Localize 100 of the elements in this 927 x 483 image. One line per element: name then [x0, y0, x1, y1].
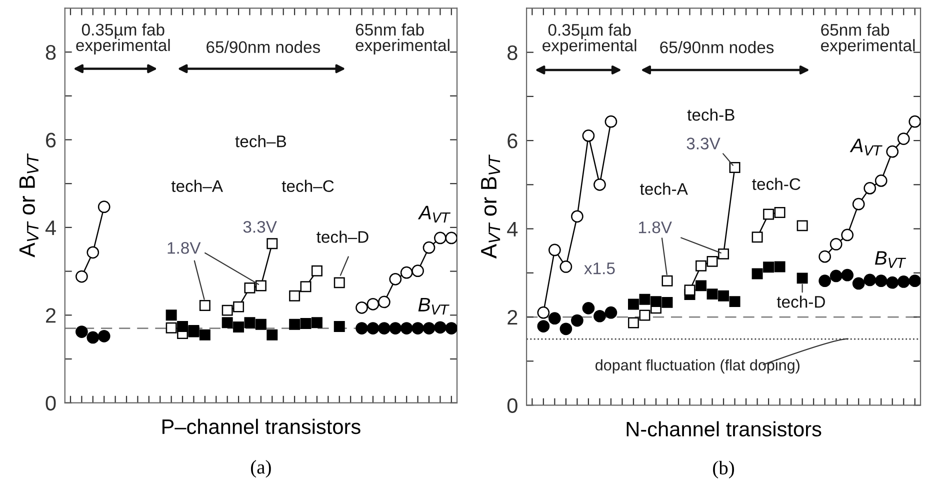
point: [199, 300, 210, 311]
y-tick-label: 2: [508, 310, 518, 325]
annotation: 1.8V: [638, 221, 672, 234]
point: [266, 329, 278, 340]
point: [774, 261, 786, 272]
annotation: 1.8V: [168, 242, 201, 254]
point: [445, 322, 458, 334]
point: [86, 246, 100, 259]
point: [334, 321, 345, 332]
point: [334, 277, 345, 288]
annotation: 65nm fab experimental: [356, 23, 450, 54]
point: [311, 265, 322, 276]
point: [366, 298, 380, 310]
point: [852, 198, 865, 210]
annotation: 3.3V: [243, 220, 277, 233]
point: [650, 296, 662, 308]
point: [729, 162, 740, 173]
point: [244, 282, 256, 294]
point: [366, 322, 380, 334]
point: [628, 298, 639, 310]
point: [422, 241, 436, 254]
point: [830, 238, 842, 250]
point: [98, 200, 110, 214]
point: [662, 275, 673, 286]
point: [818, 274, 832, 288]
annotation: 0.35µm fab experimental: [76, 23, 170, 54]
point: [818, 250, 832, 263]
annotation: 0.35µm fab experimental: [542, 24, 636, 55]
point: [594, 310, 606, 322]
annotation: B$_{VT}$: [418, 298, 450, 315]
point: [571, 210, 584, 223]
annotation: B$_{VT}$: [874, 251, 906, 268]
y-tick-label: 6: [508, 134, 518, 148]
point: [696, 280, 706, 292]
ref-line-label: dopant fluctuation (flat doping): [596, 359, 800, 374]
point: [378, 322, 390, 334]
point: [233, 301, 244, 312]
point: [255, 318, 266, 330]
point: [233, 321, 244, 332]
point: [571, 314, 584, 327]
point: [537, 306, 550, 319]
point: [434, 321, 446, 334]
point: [639, 310, 650, 321]
point: [841, 228, 854, 242]
annotation: A$_{VT}$: [850, 138, 882, 156]
point: [311, 317, 322, 328]
point: [389, 322, 402, 334]
point: [684, 284, 696, 296]
point: [166, 322, 177, 334]
annotation: tech-A: [640, 182, 688, 195]
point: [289, 290, 300, 302]
point: [706, 288, 718, 300]
point: [852, 277, 865, 290]
point: [763, 262, 774, 273]
point: [400, 322, 413, 334]
annotation: 65nm fab experimental: [821, 24, 915, 55]
point: [289, 318, 300, 330]
y-tick-label: 0: [507, 398, 518, 413]
point: [76, 326, 88, 338]
point: [356, 301, 368, 314]
annotation: tech–D: [316, 230, 368, 243]
y-tick-label: 8: [46, 45, 56, 60]
y-tick-label: 2: [46, 308, 56, 323]
point: [222, 317, 233, 328]
point: [718, 290, 730, 302]
x-axis-title: P–channel transistors: [162, 418, 360, 434]
annotation: tech-C: [752, 178, 800, 190]
point: [434, 232, 446, 244]
point: [908, 115, 921, 128]
point: [356, 322, 368, 334]
y-tick-label: 4: [507, 222, 518, 236]
point: [548, 312, 561, 325]
point: [864, 182, 876, 194]
point: [897, 276, 910, 288]
point: [908, 274, 921, 288]
point: [582, 130, 595, 142]
y-tick-label: 4: [45, 220, 56, 235]
point: [886, 276, 899, 289]
point: [696, 260, 706, 272]
point: [445, 232, 458, 244]
point: [560, 322, 572, 336]
annotation: x1.5: [584, 262, 615, 274]
point: [266, 238, 278, 250]
point: [796, 272, 808, 284]
point: [389, 272, 402, 286]
point: [560, 260, 572, 273]
y-axis-title: A$_{VT}$ or B$_{VT}$: [481, 154, 500, 259]
annotation: tech–A: [171, 180, 224, 192]
x-axis-title: N-channel transistors: [626, 421, 822, 437]
y-tick-label: 8: [508, 45, 518, 60]
point: [222, 304, 233, 316]
point: [300, 281, 312, 292]
point: [718, 248, 730, 260]
point: [378, 296, 390, 308]
annotation: 65/90nm nodes: [660, 41, 774, 54]
point: [886, 145, 899, 158]
point: [255, 280, 266, 292]
point: [86, 331, 100, 344]
y-tick-label: 0: [46, 396, 56, 411]
point: [604, 306, 618, 319]
